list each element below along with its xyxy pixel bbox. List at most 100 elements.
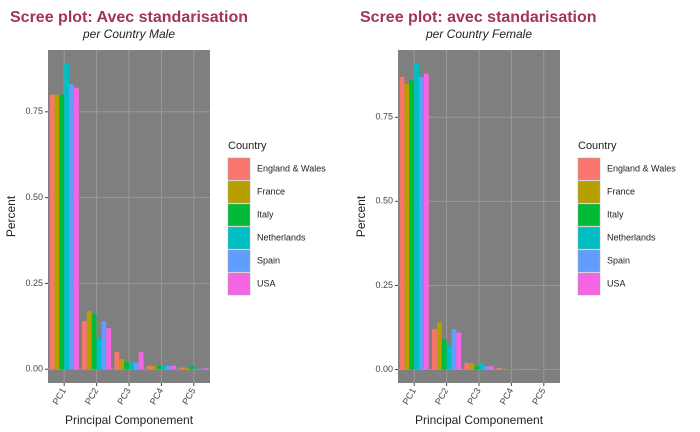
bar: [106, 328, 112, 370]
y-tick-label: 0.25: [25, 278, 43, 288]
bar: [534, 368, 539, 370]
y-tick-label: 0.00: [375, 364, 393, 374]
bar: [82, 321, 87, 370]
bar: [171, 365, 176, 370]
legend-swatch: [227, 180, 251, 204]
bar: [456, 332, 462, 370]
bar: [538, 368, 544, 370]
y-tick-label: 0.00: [25, 364, 43, 374]
bar: [179, 367, 185, 370]
legend-title: Country: [228, 140, 267, 152]
bar: [511, 368, 517, 370]
legend-label: Italy: [257, 209, 274, 219]
bar: [59, 94, 65, 370]
bar: [474, 366, 479, 370]
y-tick-label: 0.25: [375, 280, 393, 290]
legend-swatch: [227, 157, 251, 181]
x-axis-label: Principal Componement: [65, 413, 194, 427]
bar: [91, 314, 97, 370]
legend-label: Spain: [607, 255, 630, 265]
x-tick-label: PC1: [401, 386, 418, 406]
bar: [146, 365, 152, 370]
bar: [49, 94, 55, 370]
legend-title: Country: [578, 140, 617, 152]
bar: [64, 63, 70, 370]
bar: [151, 365, 157, 370]
bar: [436, 322, 442, 370]
bar: [54, 94, 60, 370]
bar: [501, 368, 507, 370]
bar: [432, 329, 437, 370]
legend-swatch: [577, 203, 601, 227]
bar: [464, 362, 470, 370]
x-tick-label: PC5: [530, 386, 547, 406]
chart-title: Scree plot: Avec standarisation: [10, 9, 248, 26]
bar: [133, 362, 139, 370]
x-tick-label: PC3: [115, 386, 132, 406]
bar: [409, 80, 415, 370]
bar: [166, 365, 172, 370]
bar: [399, 76, 405, 370]
bar: [529, 368, 535, 370]
bar: [96, 338, 102, 370]
legend-swatch: [577, 226, 601, 250]
x-tick-label: PC1: [51, 386, 68, 406]
bar: [114, 352, 120, 370]
y-axis-label: Percent: [4, 195, 18, 237]
legend-swatch: [577, 157, 601, 181]
bar: [488, 366, 494, 370]
bar: [101, 321, 107, 370]
x-tick-label: PC4: [498, 386, 515, 406]
bar: [404, 83, 410, 370]
legend-swatch: [227, 249, 251, 273]
bar: [414, 63, 420, 370]
x-tick-label: PC5: [180, 386, 197, 406]
legend-label: Netherlands: [607, 232, 656, 242]
bar: [119, 358, 125, 370]
legend-swatch: [227, 203, 251, 227]
bar: [156, 365, 162, 370]
y-tick-label: 0.75: [375, 112, 393, 122]
bar: [86, 310, 92, 370]
bar: [69, 84, 74, 370]
bar: [506, 368, 512, 370]
legend-label: England & Wales: [257, 163, 326, 173]
x-tick-label: PC2: [83, 386, 100, 406]
bar: [161, 365, 167, 370]
bar: [496, 367, 502, 370]
x-tick-label: PC2: [433, 386, 450, 406]
x-tick-label: PC3: [465, 386, 482, 406]
legend-label: USA: [257, 278, 276, 288]
bar: [124, 362, 129, 370]
chart-subtitle: per Country Male: [82, 27, 175, 41]
bar: [479, 362, 484, 370]
bar: [446, 346, 452, 370]
bar: [423, 73, 429, 370]
legend-label: Italy: [607, 209, 624, 219]
bar: [521, 368, 526, 370]
legend-label: Netherlands: [257, 232, 306, 242]
legend-swatch: [577, 249, 601, 273]
y-tick-label: 0.50: [375, 196, 393, 206]
legend-swatch: [227, 226, 251, 250]
legend-label: Spain: [257, 255, 280, 265]
y-tick-label: 0.75: [25, 106, 43, 116]
bar: [193, 368, 199, 370]
bar: [73, 87, 79, 370]
x-tick-label: PC4: [148, 386, 165, 406]
bar: [129, 362, 134, 370]
chart-title: Scree plot: avec standarisation: [360, 9, 597, 26]
bar: [184, 367, 189, 370]
legend-swatch: [577, 180, 601, 204]
bar: [198, 368, 204, 370]
chart-subtitle: per Country Female: [425, 27, 532, 41]
bar: [138, 352, 144, 370]
bar: [188, 365, 194, 370]
bar: [203, 368, 209, 370]
legend-label: France: [607, 186, 635, 196]
bar: [483, 366, 489, 370]
x-axis-label: Principal Componement: [415, 413, 544, 427]
bar: [516, 368, 522, 370]
legend-label: England & Wales: [607, 163, 676, 173]
